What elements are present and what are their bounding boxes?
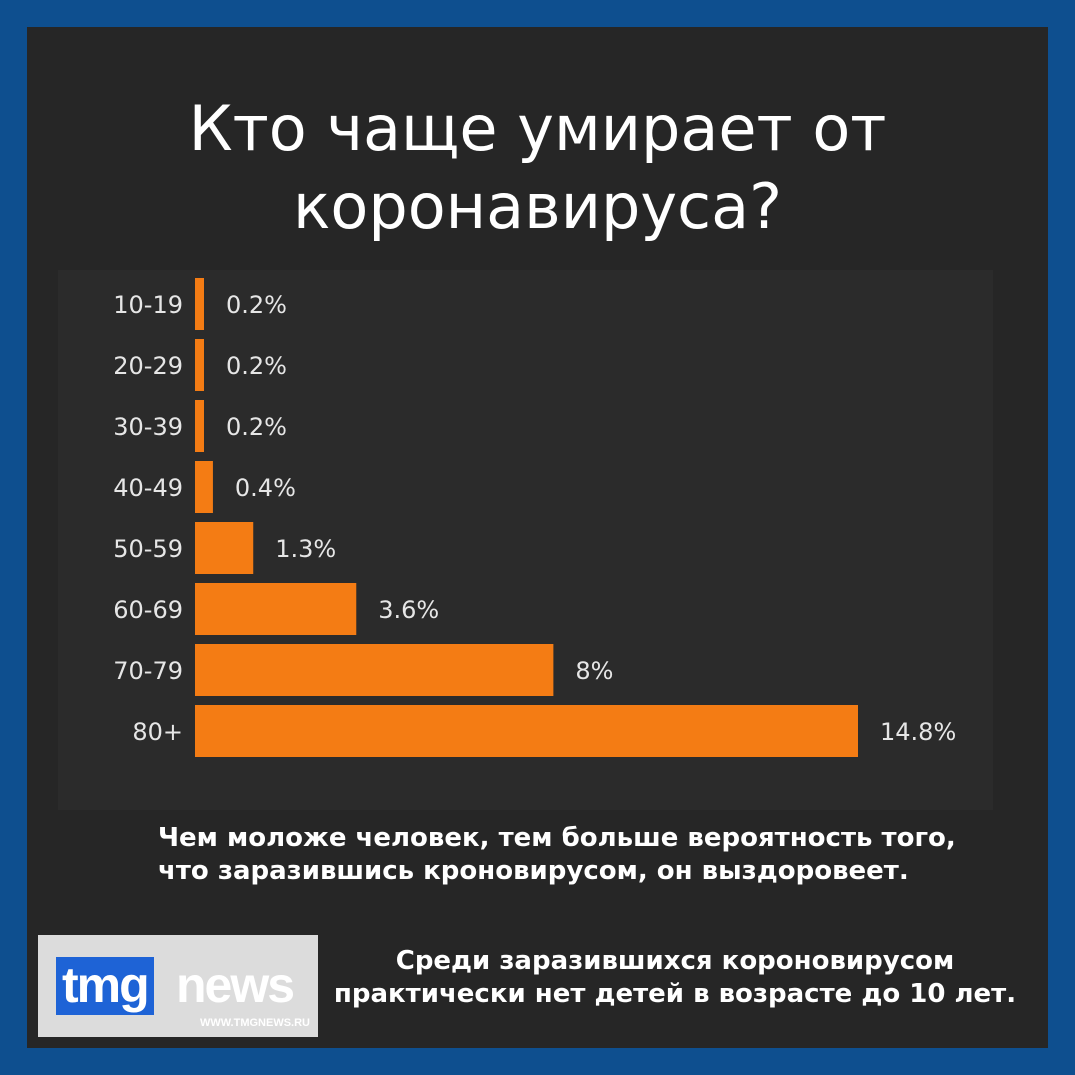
value-label-30-39: 0.2% bbox=[226, 413, 287, 441]
bar-20-29 bbox=[195, 339, 204, 391]
bar-chart: 10-19 0.2% 20-29 0.2% 30-39 0.2% 40-49 0.4% 50-5… bbox=[113, 278, 956, 757]
logo-news-text: news bbox=[176, 957, 295, 1013]
footer-line-1: Среди заразившихся короновирусом bbox=[395, 946, 955, 976]
category-label-50-59: 50-59 bbox=[113, 535, 183, 563]
value-label-40-49: 0.4% bbox=[235, 474, 296, 502]
title-line-2: коронавируса? bbox=[292, 170, 783, 243]
note-line-2: что заразившись кроновирусом, он выздоро… bbox=[158, 856, 909, 886]
chart-area: 10-19 0.2% 20-29 0.2% 30-39 0.2% 40-49 0.4% 50-5… bbox=[58, 270, 993, 810]
bar-10-19 bbox=[195, 278, 204, 330]
bar-70-79 bbox=[195, 644, 554, 696]
note-line-1: Чем моложе человек, тем больше вероятнос… bbox=[158, 823, 956, 853]
category-label-60-69: 60-69 bbox=[113, 596, 183, 624]
category-label-10-19: 10-19 bbox=[113, 291, 183, 319]
value-label-20-29: 0.2% bbox=[226, 352, 287, 380]
category-label-40-49: 40-49 bbox=[113, 474, 183, 502]
title-line-1: Кто чаще умирает от bbox=[188, 92, 887, 165]
category-label-20-29: 20-29 bbox=[113, 352, 183, 380]
value-label-60-69: 3.6% bbox=[378, 596, 439, 624]
category-label-30-39: 30-39 bbox=[113, 413, 183, 441]
value-label-10-19: 0.2% bbox=[226, 291, 287, 319]
value-label-50-59: 1.3% bbox=[275, 535, 336, 563]
bar-60-69 bbox=[195, 583, 357, 635]
logo-tmg-text: tmg bbox=[56, 957, 154, 1015]
bar-80+ bbox=[195, 705, 858, 757]
value-label-70-79: 8% bbox=[575, 657, 613, 685]
category-label-80+: 80+ bbox=[132, 718, 183, 746]
bar-30-39 bbox=[195, 400, 204, 452]
bar-40-49 bbox=[195, 461, 213, 513]
page-title: Кто чаще умирает от коронавируса? bbox=[0, 90, 1075, 246]
logo-url: WWW.TMGNEWS.RU bbox=[200, 1017, 310, 1029]
value-label-80+: 14.8% bbox=[880, 718, 956, 746]
tmgnews-logo: tmg news WWW.TMGNEWS.RU bbox=[38, 935, 318, 1037]
category-label-70-79: 70-79 bbox=[113, 657, 183, 685]
footer-line-2: практически нет детей в возрасте до 10 л… bbox=[333, 979, 1017, 1009]
footer-text: Среди заразившихся короновирусом практич… bbox=[330, 945, 1020, 1011]
bar-50-59 bbox=[195, 522, 254, 574]
note-text: Чем моложе человек, тем больше вероятнос… bbox=[158, 822, 1018, 888]
